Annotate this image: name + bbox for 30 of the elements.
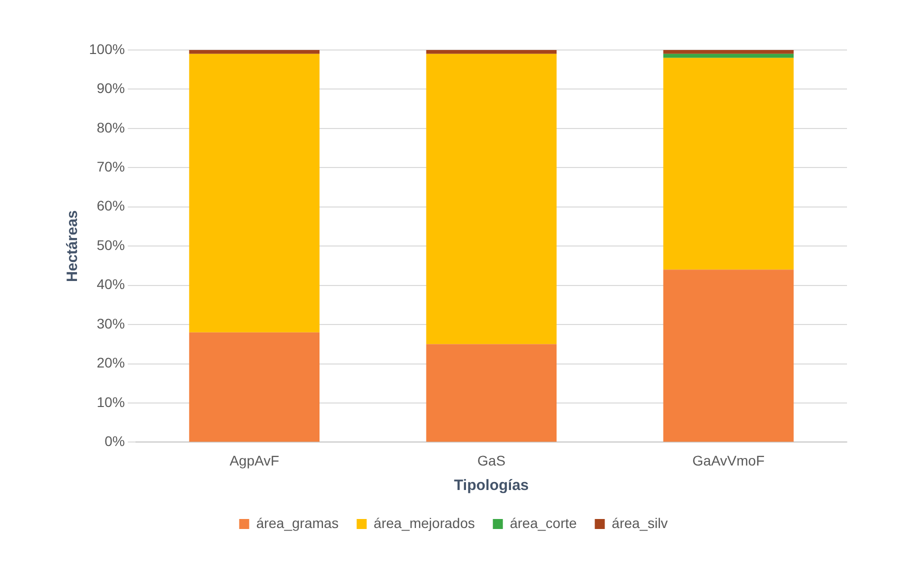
legend-label: área_silv <box>612 514 668 531</box>
legend-label: área_mejorados <box>374 514 475 531</box>
y-tick-label: 70% <box>96 158 125 175</box>
y-tick-label: 10% <box>96 394 125 410</box>
bar <box>663 54 794 58</box>
y-tick-label: 30% <box>96 315 125 332</box>
y-tick-label: 50% <box>96 236 125 253</box>
bar <box>426 344 557 442</box>
bar <box>189 54 320 332</box>
legend-label: área_corte <box>510 514 577 531</box>
bar <box>663 50 794 54</box>
bar <box>426 54 557 344</box>
bar <box>189 332 320 442</box>
bar <box>663 58 794 270</box>
y-axis-title: Hectáreas <box>64 210 82 282</box>
x-axis-title: Tipologías <box>454 477 529 494</box>
y-tick-label: 90% <box>96 80 125 96</box>
x-tick-label: AgpAvF <box>230 452 280 468</box>
y-tick-label: 100% <box>88 40 125 57</box>
x-tick-label: GaS <box>477 452 506 468</box>
y-tick-label: 20% <box>96 354 125 371</box>
legend-label: área_gramas <box>256 514 339 531</box>
bar <box>426 50 557 54</box>
bar <box>663 270 794 442</box>
y-tick-label: 60% <box>96 198 125 214</box>
y-tick-label: 0% <box>104 433 125 450</box>
y-tick-label: 40% <box>96 276 125 292</box>
x-tick-label: GaAvVmoF <box>692 452 765 468</box>
bar <box>189 50 320 54</box>
y-tick-label: 80% <box>96 119 125 136</box>
